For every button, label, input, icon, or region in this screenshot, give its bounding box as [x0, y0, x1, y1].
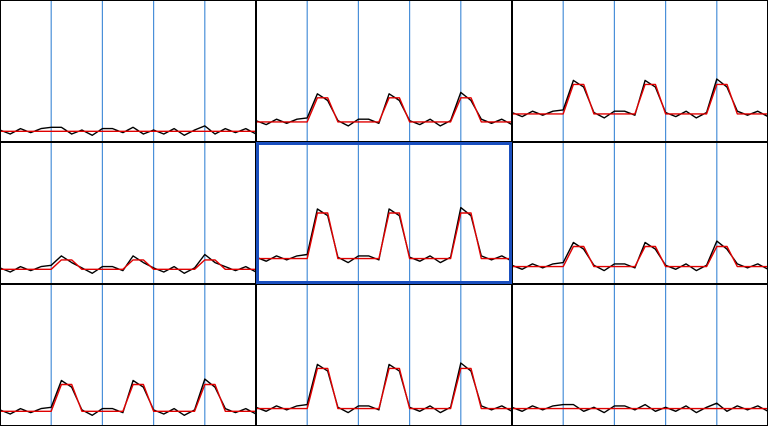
selected-border [256, 142, 512, 284]
panel-background [512, 142, 768, 284]
panel-border [0, 142, 256, 284]
panel-border [0, 0, 256, 142]
fit-trace [256, 212, 512, 260]
fit-trace [512, 83, 768, 115]
panel-background [256, 142, 512, 284]
panel-border [256, 0, 512, 142]
fit-trace [256, 367, 512, 410]
fit-trace [512, 245, 768, 268]
panel-background [512, 284, 768, 426]
panel-background [512, 0, 768, 142]
panel-background [0, 284, 256, 426]
signal-trace [0, 125, 257, 136]
fit-trace [0, 259, 256, 270]
fit-trace [256, 97, 512, 123]
signal-trace [511, 402, 768, 414]
signal-trace [0, 253, 257, 274]
panel-background [0, 0, 256, 142]
panel-background [256, 284, 512, 426]
fit-trace [0, 383, 256, 412]
